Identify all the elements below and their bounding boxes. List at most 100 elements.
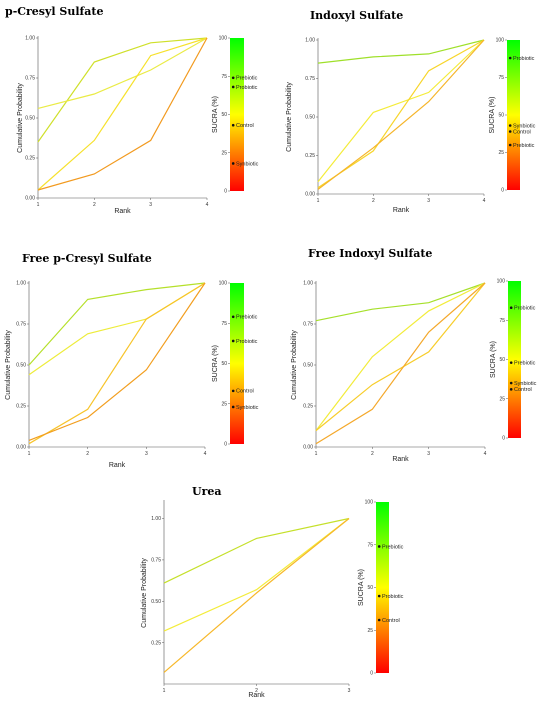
sucra-gradient-bar xyxy=(507,40,520,190)
sucra-axis-label: SUCRA (%) xyxy=(358,569,365,606)
chart-title: Urea xyxy=(192,485,222,498)
sucra-point-label: Control xyxy=(513,129,531,135)
sucra-point-label: Prebiotic xyxy=(236,76,258,82)
sucra-gradient-bar xyxy=(508,281,521,438)
sucra-tick-label: 75 xyxy=(367,542,373,548)
sucra-tick-label: 100 xyxy=(219,36,228,42)
x-tick-label: 4 xyxy=(483,198,486,204)
y-tick-label: 0.00 xyxy=(305,192,315,198)
sucra-point-label: Probiotic xyxy=(514,305,536,311)
y-tick-label: 0.25 xyxy=(25,156,35,162)
y-axis-label: Cumulative Probability xyxy=(5,330,12,400)
sucra-axis-label: SUCRA (%) xyxy=(489,97,496,134)
chart-panel-2: Indoxyl Sulfate 0.00 0.25 0.50 0.75 1.00 1 2 3 4 R… xyxy=(286,9,536,214)
y-tick-label: 1.00 xyxy=(16,281,26,287)
sucra-point-label: Synbiotic xyxy=(236,405,259,411)
sucra-tick-label: 50 xyxy=(367,585,373,591)
sucra-point xyxy=(231,405,235,409)
sucra-tick-label: 50 xyxy=(221,361,227,367)
sucra-point xyxy=(231,76,235,80)
sucra-tick-label: 0 xyxy=(224,189,227,195)
y-tick-label: 0.00 xyxy=(303,445,313,451)
x-tick-label: 1 xyxy=(317,198,320,204)
x-tick-label: 3 xyxy=(427,198,430,204)
series-line-2 xyxy=(317,39,485,183)
sucra-tick-label: 50 xyxy=(498,113,504,119)
sucra-tick-label: 25 xyxy=(499,396,505,402)
series-line-3 xyxy=(163,518,350,673)
x-tick-label: 4 xyxy=(204,451,207,457)
series-line-2 xyxy=(37,37,208,109)
sucra-point-label: Control xyxy=(514,387,532,393)
sucra-point xyxy=(231,339,235,343)
sucra-point-label: Synbiotic xyxy=(236,161,259,167)
y-tick-label: 0.75 xyxy=(25,76,35,82)
x-axis-label: Rank xyxy=(109,462,126,469)
y-tick-label: 0.75 xyxy=(305,76,315,82)
sucra-point xyxy=(508,130,512,133)
sucra-tick-label: 0 xyxy=(501,188,504,194)
sucra-point-label: Probiotic xyxy=(236,85,258,91)
y-axis-label: Cumulative Probability xyxy=(17,83,24,153)
y-tick-label: 1.00 xyxy=(305,38,315,44)
x-tick-label: 1 xyxy=(163,688,166,694)
sucra-tick-label: 75 xyxy=(221,74,227,80)
sucra-tick-label: 100 xyxy=(219,281,228,287)
series-line-4 xyxy=(28,282,206,441)
sucra-tick-label: 25 xyxy=(498,150,504,156)
chart-title: Free Indoxyl Sulfate xyxy=(308,247,432,260)
chart-title: Indoxyl Sulfate xyxy=(310,9,403,22)
series-line-3 xyxy=(28,282,206,445)
sucra-tick-label: 25 xyxy=(367,628,373,634)
sucra-point-label: Control xyxy=(236,123,254,129)
y-tick-label: 0.25 xyxy=(305,153,315,159)
sucra-point xyxy=(231,123,235,127)
sucra-tick-label: 75 xyxy=(499,318,505,324)
series-line-1 xyxy=(28,282,206,366)
x-tick-label: 2 xyxy=(86,451,89,457)
x-tick-label: 4 xyxy=(484,451,487,457)
x-axis-label: Rank xyxy=(114,208,131,215)
y-tick-label: 1.00 xyxy=(25,36,35,42)
y-tick-label: 1.00 xyxy=(303,281,313,287)
series-line-3 xyxy=(317,39,485,189)
series-line-3 xyxy=(37,37,208,191)
x-tick-label: 3 xyxy=(427,451,430,457)
sucra-point xyxy=(231,389,235,393)
x-tick-label: 1 xyxy=(37,202,40,208)
sucra-tick-label: 50 xyxy=(499,357,505,363)
y-tick-label: 0.75 xyxy=(303,322,313,328)
x-tick-label: 2 xyxy=(255,688,258,694)
sucra-tick-label: 25 xyxy=(221,401,227,407)
sucra-point-label: Prebiotic xyxy=(514,360,536,366)
sucra-axis-label: SUCRA (%) xyxy=(212,345,219,382)
sucra-tick-label: 25 xyxy=(221,150,227,156)
sucra-point xyxy=(377,545,381,548)
sucra-tick-label: 100 xyxy=(497,279,506,285)
y-tick-label: 0.50 xyxy=(16,363,26,369)
sucra-tick-label: 75 xyxy=(221,321,227,327)
series-line-4 xyxy=(37,37,208,191)
x-tick-label: 1 xyxy=(28,451,31,457)
sucra-gradient-bar xyxy=(230,38,244,191)
sucra-point-label: Synbiotic xyxy=(513,123,536,129)
chart-panel-4: Free Indoxyl Sulfate 0.00 0.25 0.50 0.75 1.00… xyxy=(291,247,537,463)
x-tick-label: 2 xyxy=(371,451,374,457)
sucra-point xyxy=(508,124,512,127)
x-axis-label: Rank xyxy=(392,456,409,463)
sucra-point xyxy=(509,381,513,385)
x-tick-label: 3 xyxy=(145,451,148,457)
sucra-point-label: Synbiotic xyxy=(514,381,537,387)
sucra-point-label: Prebiotic xyxy=(382,544,404,550)
y-axis-label: Cumulative Probability xyxy=(141,558,148,628)
x-tick-label: 2 xyxy=(93,202,96,208)
x-axis-label: Rank xyxy=(248,692,265,699)
chart-panel-1: p-Cresyl Sulfate 0.00 0.25 0.50 0.75 1.00 1 2 3 4… xyxy=(5,5,259,215)
sucra-point xyxy=(231,162,235,165)
sucra-tick-label: 0 xyxy=(502,436,505,442)
sucra-point-label: Probiotic xyxy=(236,339,258,345)
sucra-axis-label: SUCRA (%) xyxy=(212,96,219,133)
series-line-1 xyxy=(163,517,350,584)
x-tick-label: 4 xyxy=(206,202,209,208)
